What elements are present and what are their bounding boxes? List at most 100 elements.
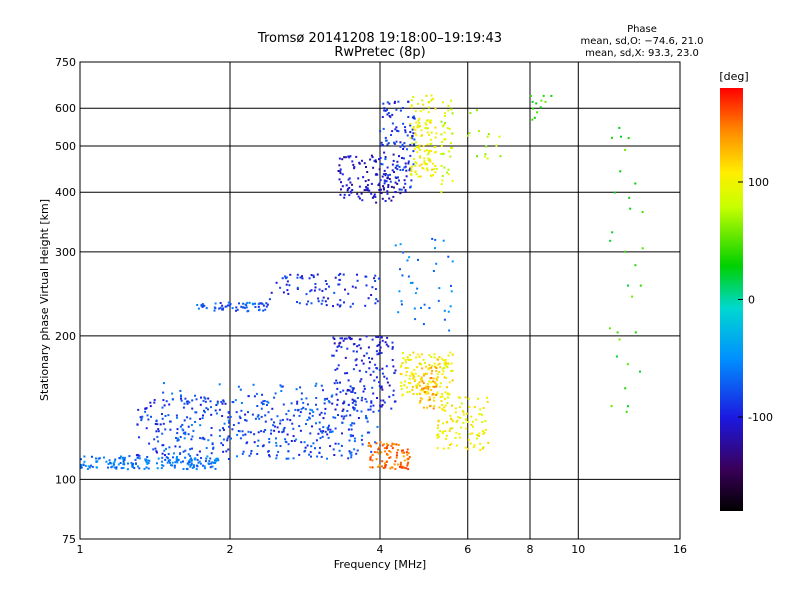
- data-point: [475, 109, 478, 112]
- data-point: [384, 173, 387, 175]
- data-point: [628, 196, 631, 199]
- data-point: [302, 406, 305, 409]
- data-point: [439, 366, 442, 369]
- data-point: [404, 359, 407, 361]
- data-point: [227, 301, 230, 304]
- data-point: [224, 305, 227, 308]
- data-point: [399, 465, 401, 468]
- data-point: [443, 124, 445, 127]
- data-point: [250, 450, 253, 452]
- data-point: [441, 175, 444, 177]
- data-point: [221, 402, 224, 405]
- data-point: [410, 99, 413, 102]
- data-point: [410, 174, 413, 176]
- data-point: [201, 303, 204, 306]
- data-point: [387, 184, 390, 186]
- data-point: [311, 409, 314, 412]
- data-point: [260, 430, 263, 433]
- data-point: [336, 345, 339, 348]
- data-point: [433, 362, 436, 365]
- data-point: [199, 424, 202, 427]
- data-point: [222, 400, 225, 403]
- data-point: [410, 106, 413, 109]
- data-point: [211, 442, 214, 445]
- data-point: [191, 447, 193, 450]
- data-point: [341, 337, 343, 340]
- data-point: [247, 395, 250, 398]
- data-point: [394, 460, 397, 463]
- data-point: [427, 385, 429, 388]
- data-point: [190, 438, 193, 441]
- data-point: [411, 385, 414, 388]
- data-point: [365, 416, 368, 419]
- data-point: [211, 461, 214, 464]
- data-point: [352, 406, 355, 409]
- data-point: [139, 416, 142, 419]
- data-point: [333, 382, 336, 385]
- data-point: [375, 376, 378, 379]
- data-point: [458, 433, 461, 436]
- data-point: [432, 407, 435, 410]
- data-point: [409, 143, 412, 146]
- data-point: [297, 408, 300, 411]
- data-point: [428, 133, 431, 136]
- data-point: [334, 368, 337, 371]
- data-point: [422, 382, 425, 385]
- data-point: [211, 465, 214, 468]
- data-point: [429, 404, 432, 407]
- data-point: [415, 134, 418, 137]
- data-point: [103, 456, 105, 459]
- data-point: [385, 442, 388, 445]
- data-point: [404, 129, 407, 132]
- data-point: [242, 450, 245, 453]
- data-point: [386, 177, 389, 180]
- data-point: [340, 181, 342, 184]
- data-point: [256, 405, 259, 407]
- data-point: [409, 131, 412, 133]
- data-point: [372, 392, 375, 395]
- data-point: [267, 401, 270, 404]
- data-point: [358, 344, 361, 347]
- data-point: [138, 454, 141, 457]
- data-point: [144, 459, 147, 462]
- data-point: [375, 335, 378, 338]
- data-point: [374, 173, 377, 176]
- data-point: [399, 145, 402, 148]
- data-point: [350, 428, 353, 431]
- data-point: [246, 301, 249, 304]
- data-point: [336, 367, 339, 370]
- data-point: [144, 410, 147, 413]
- data-point: [393, 142, 396, 145]
- data-point: [215, 412, 218, 415]
- data-point: [446, 392, 449, 395]
- data-point: [429, 398, 431, 401]
- data-point: [432, 377, 435, 380]
- data-point: [290, 440, 293, 442]
- data-point: [226, 437, 229, 440]
- data-point: [486, 157, 489, 160]
- data-point: [359, 347, 362, 350]
- data-point: [416, 353, 419, 356]
- data-point: [315, 403, 317, 406]
- data-point: [329, 428, 332, 431]
- data-point: [279, 445, 282, 447]
- data-point: [486, 400, 489, 403]
- data-point: [213, 309, 216, 312]
- data-point: [381, 404, 384, 406]
- stats-line-x: mean, sd,X: 93.3, 23.0: [585, 48, 699, 59]
- data-point: [414, 318, 417, 321]
- data-point: [434, 107, 437, 110]
- data-point: [437, 420, 440, 423]
- data-point: [447, 447, 450, 450]
- data-point: [407, 468, 410, 471]
- data-point: [450, 146, 452, 149]
- data-point: [196, 465, 199, 468]
- data-point: [156, 435, 159, 438]
- data-point: [426, 143, 429, 146]
- data-point: [346, 372, 349, 375]
- data-point: [431, 237, 434, 240]
- data-point: [267, 450, 270, 453]
- data-point: [438, 371, 441, 373]
- data-point: [371, 466, 374, 469]
- data-point: [393, 443, 396, 446]
